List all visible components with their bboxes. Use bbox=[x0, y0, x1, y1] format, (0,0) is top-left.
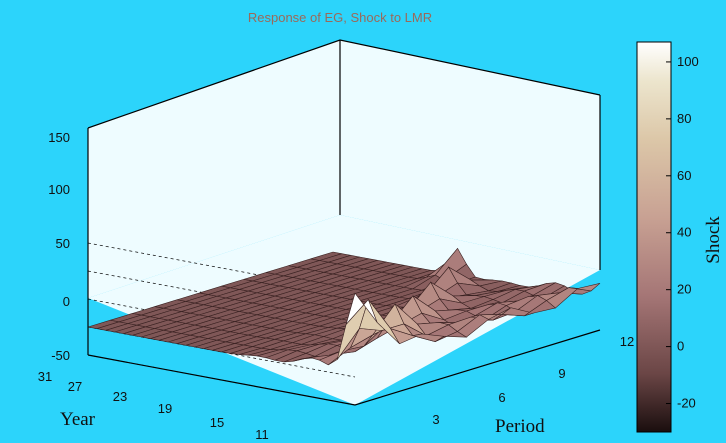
y-tick-label: 19 bbox=[158, 401, 172, 416]
surface-mesh bbox=[87, 247, 601, 366]
colorbar-tick-label: 100 bbox=[677, 54, 699, 69]
z-tick-label: -50 bbox=[51, 348, 70, 363]
colorbar-tick-label: 0 bbox=[677, 339, 684, 354]
colorbar-label: Shock bbox=[703, 216, 724, 264]
surface-patch bbox=[568, 283, 601, 292]
colorbar-tick-label: 40 bbox=[677, 225, 691, 240]
x-tick-label: 3 bbox=[432, 412, 439, 427]
x-tick-label: 12 bbox=[620, 334, 634, 349]
tick-labels: 150 100 50 0 -50 31 27 23 19 15 11 3 6 9 12 bbox=[38, 130, 634, 442]
colorbar-tick-label: 60 bbox=[677, 168, 691, 183]
x-tick-label: 9 bbox=[558, 366, 565, 381]
chart-title: Response of EG, Shock to LMR bbox=[248, 10, 432, 25]
plot-box-back-wall bbox=[88, 40, 600, 298]
colorbar-ticks: 100 80 60 40 20 0 -20 bbox=[666, 54, 699, 411]
colorbar bbox=[636, 41, 672, 433]
x-axis-label: Period bbox=[495, 416, 545, 437]
x-tick-label: 6 bbox=[498, 390, 505, 405]
z-tick-label: 50 bbox=[56, 236, 70, 251]
colorbar-tick-label: 20 bbox=[677, 282, 691, 297]
y-tick-label: 15 bbox=[210, 415, 224, 430]
y-tick-label: 27 bbox=[68, 379, 82, 394]
z-tick-label: 100 bbox=[48, 182, 70, 197]
colorbar-tick-label: 80 bbox=[677, 111, 691, 126]
z-tick-label: 0 bbox=[63, 294, 70, 309]
y-tick-label: 11 bbox=[255, 427, 269, 442]
y-tick-label: 23 bbox=[113, 389, 127, 404]
plot-frame bbox=[87, 39, 601, 406]
colorbar-tick-label: -20 bbox=[677, 396, 696, 411]
y-tick-label: 31 bbox=[38, 369, 52, 384]
y-axis-label: Year bbox=[60, 409, 96, 430]
z-tick-label: 150 bbox=[48, 130, 70, 145]
